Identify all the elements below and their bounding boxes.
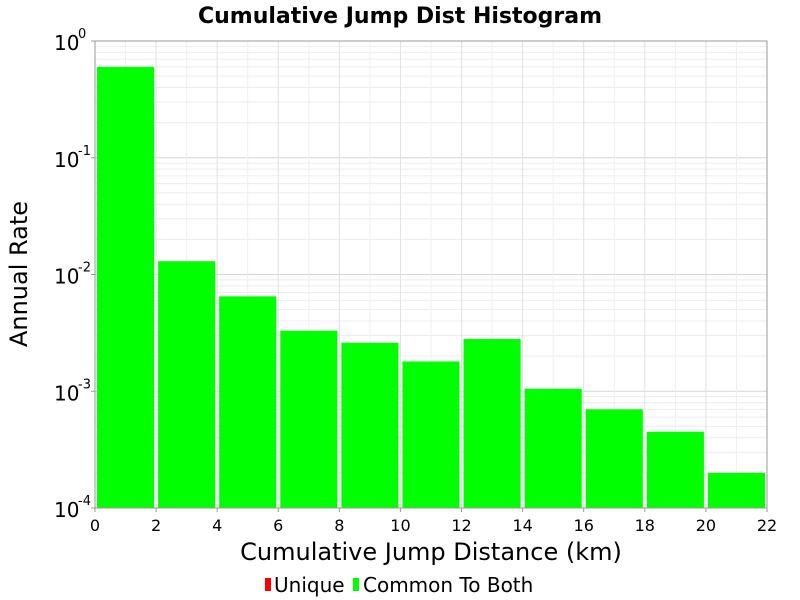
x-tick-label: 4 (212, 516, 222, 535)
x-axis-ticks: 0 2 4 6 8 10 12 14 16 18 20 22 (90, 508, 777, 535)
x-tick-label: 22 (757, 516, 777, 535)
bar-common-3 (280, 330, 338, 508)
y-tick-exponent: 0 (78, 27, 86, 42)
bar-common-9 (646, 431, 704, 508)
bar-common-7 (524, 388, 582, 508)
bar-common-8 (585, 409, 643, 508)
bar-common-10 (707, 472, 765, 508)
y-tick-label: 10 (54, 31, 79, 55)
legend-swatch-unique (265, 578, 271, 591)
y-tick-exponent: -2 (78, 261, 91, 276)
x-tick-label: 10 (390, 516, 410, 535)
bar-common-5 (402, 361, 460, 508)
bar-common-2 (219, 296, 277, 508)
chart-title: Cumulative Jump Dist Histogram (198, 4, 602, 29)
y-axis-label: Annual Rate (5, 201, 33, 347)
bars (97, 66, 765, 508)
y-tick-label: 10 (54, 265, 79, 289)
bar-common-1 (158, 261, 216, 508)
y-tick-exponent: -3 (78, 377, 91, 392)
y-tick-label: 10 (54, 381, 79, 405)
legend: Unique Common To Both (265, 573, 533, 597)
bar-common-6 (463, 339, 521, 508)
x-tick-label: 14 (512, 516, 532, 535)
x-tick-label: 8 (334, 516, 344, 535)
x-axis-label: Cumulative Jump Distance (km) (240, 538, 622, 566)
bar-common-0 (97, 66, 155, 508)
x-tick-label: 6 (273, 516, 283, 535)
legend-label-common: Common To Both (363, 573, 533, 597)
y-tick-exponent: -4 (78, 494, 91, 509)
x-tick-label: 20 (696, 516, 716, 535)
x-tick-label: 12 (451, 516, 471, 535)
y-tick-label: 10 (54, 498, 79, 522)
legend-swatch-common (353, 578, 359, 591)
x-tick-label: 2 (151, 516, 161, 535)
legend-label-unique: Unique (274, 573, 345, 597)
y-tick-exponent: -1 (78, 144, 91, 159)
x-tick-label: 18 (635, 516, 655, 535)
x-tick-label: 0 (90, 516, 100, 535)
x-tick-label: 16 (574, 516, 594, 535)
y-tick-label: 10 (54, 148, 79, 172)
bar-common-4 (341, 342, 399, 508)
